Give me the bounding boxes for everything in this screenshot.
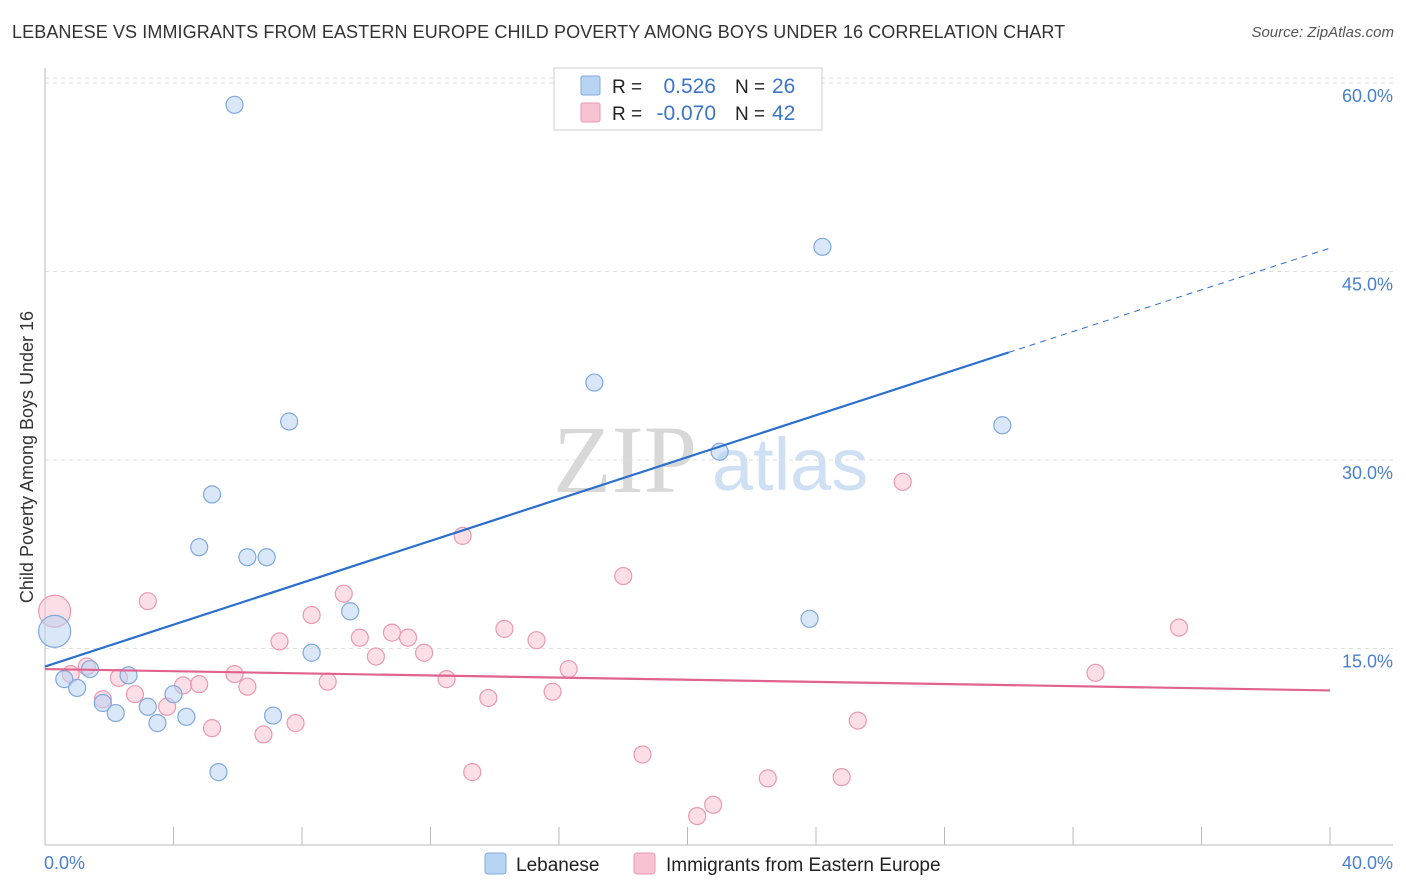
lebanese-point-25 — [993, 416, 1012, 435]
immigrants-point-13 — [254, 725, 273, 744]
immigrants-point-40 — [1086, 663, 1105, 682]
lebanese-trend-extension — [1008, 247, 1331, 353]
immigrants-point-12 — [238, 677, 257, 696]
lebanese-point-8 — [148, 714, 167, 733]
immigrants-point-37 — [832, 768, 851, 787]
immigrants-point-10 — [202, 719, 222, 738]
lebanese-point-10 — [177, 707, 196, 726]
stats-r-label-lebanese: R = — [612, 77, 642, 98]
lebanese-point-17 — [263, 706, 283, 725]
y-axis-label: Child Poverty Among Boys Under 16 — [17, 311, 37, 603]
immigrants-point-28 — [495, 619, 514, 638]
x-tick-label-min: 0.0% — [44, 853, 85, 873]
lebanese-point-0 — [38, 614, 72, 648]
bottom-legend: Lebanese Immigrants from Eastern Europe — [484, 852, 941, 876]
lebanese-point-5 — [106, 703, 125, 723]
immigrants-point-20 — [366, 647, 385, 666]
immigrants-point-21 — [382, 623, 402, 642]
immigrants-point-32 — [614, 566, 633, 586]
stats-r-label-immigrants: R = — [612, 104, 642, 125]
immigrants-point-22 — [398, 628, 418, 647]
immigrants-point-26 — [463, 763, 482, 782]
chart-title: LEBANESE VS IMMIGRANTS FROM EASTERN EURO… — [12, 22, 1066, 42]
immigrants-point-18 — [334, 584, 353, 603]
immigrants-point-36 — [758, 769, 777, 788]
legend-label-lebanese: Lebanese — [516, 855, 599, 876]
lebanese-point-13 — [209, 763, 228, 782]
lebanese-point-20 — [341, 602, 360, 621]
lebanese-point-24 — [813, 237, 832, 256]
y-tick-labels: 15.0% 30.0% 45.0% 60.0% — [1342, 86, 1393, 672]
immigrants-point-30 — [543, 682, 562, 701]
stats-n-value-lebanese: 26 — [772, 75, 795, 98]
lebanese-trend-line — [44, 351, 1010, 668]
immigrants-point-29 — [527, 631, 546, 650]
lebanese-point-19 — [302, 643, 321, 662]
lebanese-point-1 — [55, 670, 74, 689]
stats-swatch-immigrants — [580, 102, 601, 123]
stats-n-label-lebanese: N = — [735, 77, 765, 98]
legend-swatch-lebanese — [484, 852, 507, 875]
immigrants-point-16 — [302, 605, 321, 625]
source-credit: Source: ZipAtlas.com — [1251, 24, 1394, 41]
immigrants-point-14 — [270, 632, 289, 651]
trend-lines — [44, 247, 1331, 692]
lebanese-point-12 — [202, 485, 222, 504]
immigrants-point-34 — [688, 806, 707, 826]
immigrants-point-27 — [479, 688, 498, 708]
immigrants-trend-line — [44, 667, 1331, 692]
legend-label-immigrants: Immigrants from Eastern Europe — [666, 855, 941, 876]
immigrants-point-33 — [633, 745, 652, 764]
y-tick-label-15: 15.0% — [1342, 652, 1393, 672]
immigrants-point-11 — [225, 664, 244, 684]
immigrants-point-38 — [848, 711, 867, 730]
lebanese-point-9 — [164, 685, 183, 704]
lebanese-point-7 — [138, 697, 157, 716]
immigrants-point-23 — [414, 643, 434, 662]
lebanese-points — [38, 95, 1012, 782]
immigrants-point-39 — [893, 472, 912, 491]
immigrants-point-17 — [318, 672, 337, 691]
lebanese-point-16 — [257, 548, 276, 567]
stats-legend: R = 0.526 N = 26 R = -0.070 N = 42 — [553, 67, 823, 131]
immigrants-point-5 — [125, 685, 145, 704]
lebanese-point-21 — [585, 373, 604, 392]
y-tick-label-45: 45.0% — [1342, 275, 1393, 295]
lebanese-point-15 — [238, 548, 257, 567]
immigrants-point-9 — [190, 675, 209, 694]
stats-n-value-immigrants: 42 — [772, 102, 795, 125]
lebanese-point-11 — [190, 538, 209, 557]
lebanese-point-4 — [93, 693, 112, 713]
immigrants-point-24 — [437, 670, 456, 689]
y-tick-label-60: 60.0% — [1342, 86, 1393, 106]
immigrants-point-35 — [704, 795, 723, 814]
immigrants-point-41 — [1169, 618, 1189, 637]
immigrants-point-19 — [350, 628, 369, 647]
x-ticks — [44, 827, 1331, 845]
immigrants-point-6 — [138, 592, 157, 611]
immigrants-point-15 — [286, 714, 305, 733]
lebanese-point-2 — [68, 678, 87, 698]
immigrants-point-31 — [559, 659, 578, 679]
watermark-atlas: atlas — [712, 423, 868, 506]
stats-r-value-immigrants: -0.070 — [656, 102, 716, 125]
stats-swatch-lebanese — [580, 75, 601, 96]
stats-n-label-immigrants: N = — [735, 104, 765, 125]
legend-swatch-immigrants — [633, 852, 656, 875]
axes — [44, 68, 1393, 846]
y-tick-label-30: 30.0% — [1342, 463, 1393, 483]
stats-r-value-lebanese: 0.526 — [663, 75, 716, 98]
x-tick-label-max: 40.0% — [1342, 853, 1393, 873]
lebanese-point-18 — [280, 412, 299, 431]
lebanese-point-23 — [800, 609, 819, 628]
lebanese-point-14 — [225, 95, 244, 114]
